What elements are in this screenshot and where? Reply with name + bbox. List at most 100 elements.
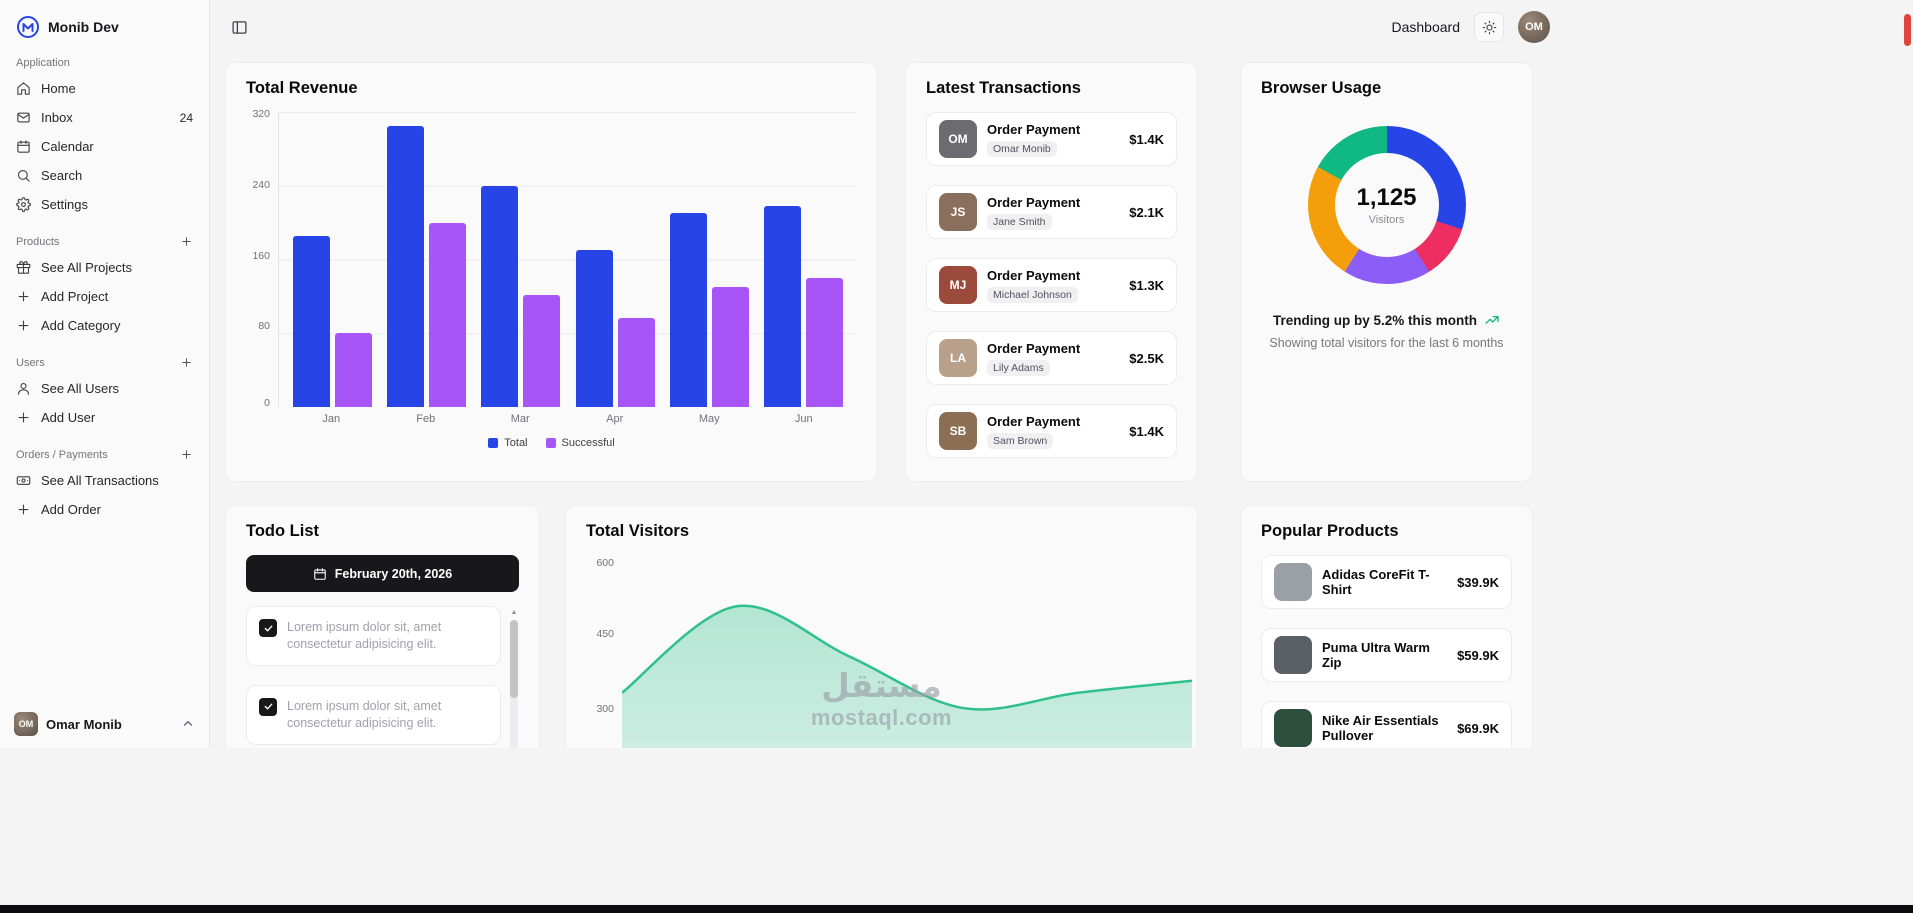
browser-usage-donut-chart: 1,125 Visitors — [1307, 126, 1466, 284]
sidebar-user-menu[interactable]: OM Omar Monib — [0, 700, 209, 748]
transaction-row[interactable]: JS Order Payment Jane Smith $2.1K — [926, 185, 1177, 239]
total-visitors-title: Total Visitors — [586, 522, 689, 540]
home-icon — [17, 82, 30, 95]
plus-icon — [182, 450, 191, 459]
panel-left-icon — [232, 20, 247, 34]
theme-toggle-button[interactable] — [1474, 12, 1504, 42]
product-row[interactable]: Nike Air Essentials Pullover $69.9K — [1261, 701, 1512, 748]
topbar: Dashboard OM — [210, 0, 1568, 54]
todo-list: Lorem ipsum dolor sit, amet consectetur … — [246, 606, 501, 745]
product-row[interactable]: Puma Ultra Warm Zip $59.9K — [1261, 628, 1512, 682]
bar-successful-feb — [428, 223, 466, 407]
sidebar-item-inbox[interactable]: Inbox 24 — [8, 103, 201, 132]
trend-text: Trending up by 5.2% this month — [1261, 312, 1512, 328]
transaction-row[interactable]: SB Order Payment Sam Brown $1.4K — [926, 404, 1177, 458]
product-price: $59.9K — [1457, 647, 1499, 663]
check-icon — [264, 625, 272, 631]
todo-list-card: Todo List February 20th, 2026 Lorem ipsu… — [225, 505, 540, 748]
product-image — [1274, 563, 1312, 601]
sidebar-item-calendar[interactable]: Calendar — [8, 132, 201, 161]
header-avatar[interactable]: OM — [1518, 11, 1550, 43]
date-picker-button[interactable]: February 20th, 2026 — [246, 555, 519, 592]
transaction-row[interactable]: LA Order Payment Lily Adams $2.5K — [926, 331, 1177, 385]
todo-list-title: Todo List — [246, 522, 320, 540]
sidebar-item-add-order[interactable]: Add Order — [8, 495, 201, 524]
legend-swatch — [488, 438, 499, 448]
brand-logo-icon — [17, 16, 39, 38]
sidebar-section-label: Users — [8, 350, 201, 374]
plus-icon — [182, 358, 191, 367]
sidebar-item-see-all-projects[interactable]: See All Projects — [8, 253, 201, 282]
sidebar-item-label: Add User — [41, 410, 96, 425]
revenue-bar-chart: 320 240 160 80 0 Jan Feb Mar Apr May Jun — [246, 108, 857, 425]
todo-checkbox[interactable] — [259, 619, 277, 637]
sidebar-section-label: Products — [8, 229, 201, 253]
sidebar-section-label: Application — [16, 57, 70, 69]
scrollbar-up-arrow[interactable]: ▲ — [510, 609, 518, 616]
bar-total-feb — [386, 126, 424, 407]
bar-successful-apr — [617, 318, 655, 407]
scrollbar-track[interactable] — [510, 620, 518, 748]
product-price: $69.9K — [1457, 720, 1499, 736]
y-tick-label: 600 — [596, 557, 614, 569]
section-add-button[interactable] — [180, 235, 193, 248]
section-add-button[interactable] — [180, 448, 193, 461]
sidebar-toggle-button[interactable] — [227, 15, 252, 40]
transaction-customer: Sam Brown — [987, 432, 1054, 449]
sidebar-item-settings[interactable]: Settings — [8, 190, 201, 219]
todo-scrollbar[interactable]: ▲ — [509, 608, 519, 748]
y-tick-label: 320 — [252, 108, 270, 120]
transaction-avatar: OM — [939, 120, 977, 158]
brand[interactable]: Monib Dev — [0, 0, 209, 49]
sidebar-item-see-all-transactions[interactable]: See All Transactions — [8, 466, 201, 495]
product-image — [1274, 709, 1312, 747]
y-tick-label: 450 — [596, 628, 614, 640]
bar-total-jun — [764, 206, 802, 407]
bar-total-may — [669, 213, 707, 407]
transaction-customer: Jane Smith — [987, 213, 1052, 230]
sidebar-item-add-category[interactable]: Add Category — [8, 311, 201, 340]
sidebar-item-home[interactable]: Home — [8, 74, 201, 103]
nav-dashboard-link[interactable]: Dashboard — [1391, 19, 1461, 35]
revenue-y-axis: 320 240 160 80 0 — [246, 108, 278, 409]
bar-group-jan — [292, 236, 372, 407]
donut-center: 1,125 Visitors — [1334, 153, 1439, 257]
sun-icon — [1482, 20, 1496, 34]
transaction-customer: Omar Monib — [987, 140, 1057, 157]
sidebar-item-label: Add Category — [41, 318, 121, 333]
scrollbar-thumb[interactable] — [510, 620, 518, 698]
sidebar-section-application: Application Home Inbox 24 Calendar Search Sett… — [8, 51, 201, 219]
sidebar-item-add-project[interactable]: Add Project — [8, 282, 201, 311]
transaction-title: Order Payment — [987, 121, 1081, 137]
transaction-row[interactable]: OM Order Payment Omar Monib $1.4K — [926, 112, 1177, 166]
total-visitors-card: Total Visitors 600 450 300 — [565, 505, 1198, 748]
x-tick-label: Apr — [606, 413, 624, 425]
legend-item-total: Total — [488, 437, 528, 449]
transaction-row[interactable]: MJ Order Payment Michael Johnson $1.3K — [926, 258, 1177, 312]
bar-successful-mar — [523, 295, 561, 407]
sidebar-item-add-user[interactable]: Add User — [8, 403, 201, 432]
latest-transactions-card: Latest Transactions OM Order Payment Omar … — [905, 62, 1198, 482]
visitors-total-label: Visitors — [1368, 214, 1405, 226]
plus-icon — [18, 504, 29, 515]
user-icon — [17, 382, 30, 395]
sidebar-item-label: Calendar — [41, 139, 94, 154]
popular-products-title: Popular Products — [1261, 522, 1399, 540]
todo-checkbox[interactable] — [259, 697, 277, 716]
edge-scrollbar-thumb[interactable] — [1904, 14, 1911, 46]
bar-group-jun — [764, 206, 844, 407]
section-add-button[interactable] — [180, 356, 193, 369]
transaction-customer: Lily Adams — [987, 359, 1050, 376]
bar-successful-jun — [806, 278, 844, 407]
browser-usage-title: Browser Usage — [1261, 79, 1382, 97]
sidebar-item-see-all-users[interactable]: See All Users — [8, 374, 201, 403]
plus-icon — [182, 237, 191, 246]
transactions-icon — [16, 476, 31, 485]
bar-total-apr — [575, 250, 613, 407]
bar-successful-jan — [334, 333, 372, 407]
sidebar-item-search[interactable]: Search — [8, 161, 201, 190]
transaction-amount: $1.4K — [1129, 423, 1164, 439]
sidebar-section-label: Orders / Payments — [8, 442, 201, 466]
product-row[interactable]: Adidas CoreFit T-Shirt $39.9K — [1261, 555, 1512, 609]
